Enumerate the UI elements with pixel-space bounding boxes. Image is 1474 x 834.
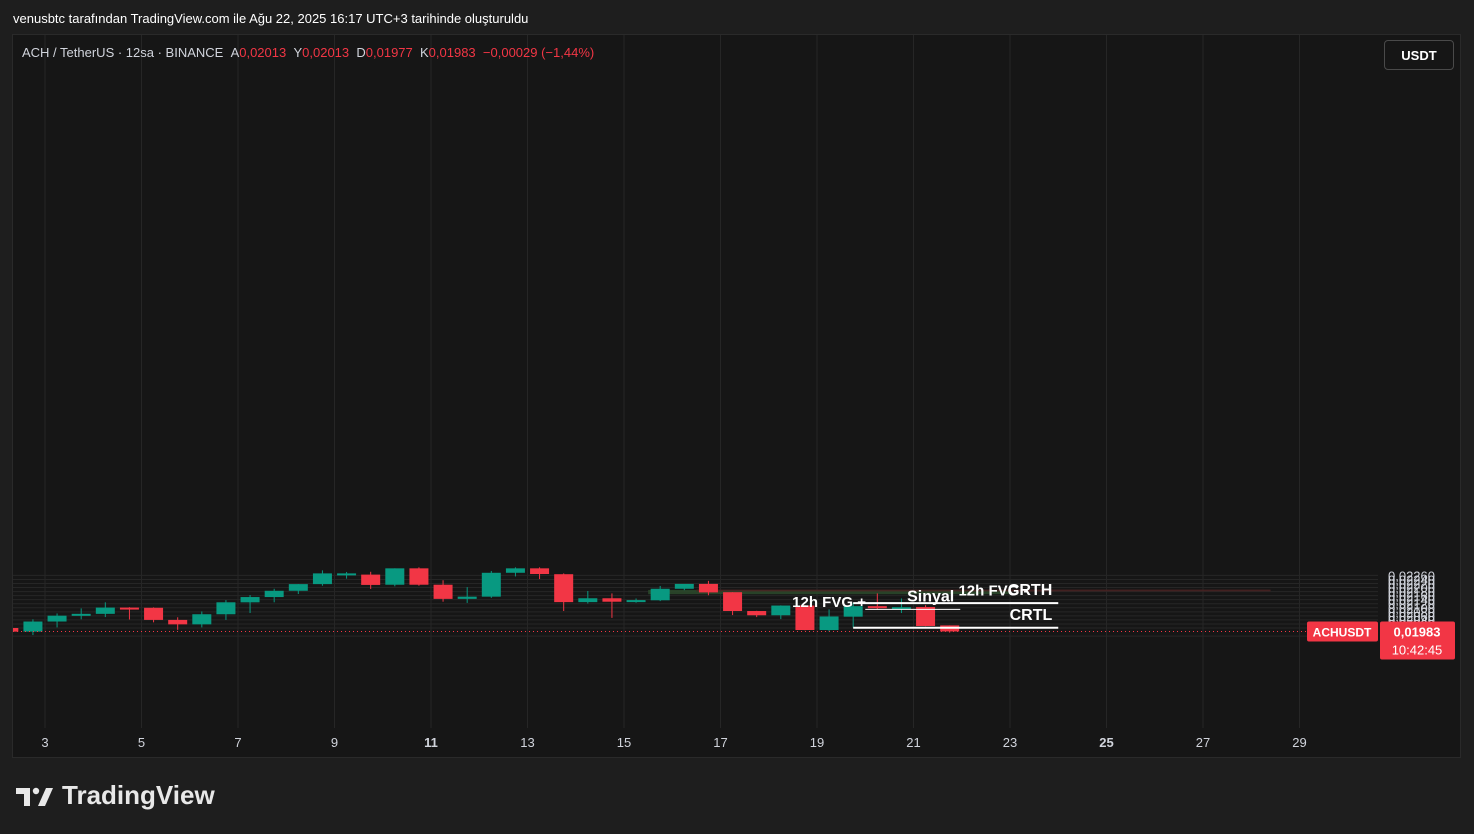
candle-up [481,572,501,597]
symbol-name: ACH / TetherUS · 12sa · BINANCE [22,45,224,60]
candle-up [771,605,791,616]
candle-up [674,583,694,589]
tradingview-logo-icon [16,787,53,806]
candle-down [530,568,550,574]
y-tick-label: 0,02240 [1388,572,1435,587]
y-tick-label: 0,02120 [1388,597,1435,612]
currency-button[interactable]: USDT [1384,40,1454,70]
candle-down [168,619,188,625]
price-badge-countdown: 10:42:45 [1392,642,1443,657]
x-tick-label: 15 [617,735,631,750]
price-badge [1380,621,1455,660]
candle-up [240,597,260,603]
plot-area: 12h FVG + 12h FVG -CRTH Sinyal CRTL [13,567,1271,636]
candle-down [554,574,574,603]
candle-down [916,606,936,626]
x-tick-label: 5 [138,735,145,750]
y-tick-label: 0,02080 [1388,605,1435,620]
x-tick-label: 9 [331,735,338,750]
candle-up [192,614,212,625]
x-tick-label: 29 [1292,735,1306,750]
candle-up [457,596,477,599]
candle-down [795,605,815,631]
high-value: 0,02013 [302,45,350,60]
close-value: 0,01983 [428,45,476,60]
x-tick-label: 25 [1099,735,1113,750]
x-tick-label: 23 [1003,735,1017,750]
x-tick-label: 17 [713,735,727,750]
x-tick-label: 27 [1196,735,1210,750]
candle-down [119,607,139,610]
y-tick-label: 0,02220 [1388,577,1435,592]
level-label: Sinyal [907,588,954,605]
fvg-zone [696,589,1271,592]
symbol-legend: ACH / TetherUS · 12sa · BINANCE A0,02013… [22,45,594,60]
tradingview-logo[interactable]: TradingView [16,780,215,811]
level-label: CRTH [1008,582,1052,599]
candle-up [23,621,43,632]
fvg-label: 12h FVG - [958,582,1028,599]
ticker-badge-label: ACHUSDT [1313,625,1372,639]
candle-down [13,628,19,632]
candle-up [337,573,357,576]
x-tick-label: 19 [810,735,824,750]
candle-down [747,611,767,616]
y-tick-label: 0,02100 [1388,601,1435,616]
fvg-zone [648,589,1010,595]
candle-down [433,584,453,599]
x-tick-label: 3 [41,735,48,750]
candle-up [264,590,284,598]
y-tick-label: 0,02180 [1388,585,1435,600]
x-tick-label: 21 [906,735,920,750]
price-badge-value: 0,01983 [1394,624,1441,639]
level-label: CRTL [1010,607,1053,624]
candle-up [626,600,646,603]
open-value: 0,02013 [239,45,287,60]
chart-panel[interactable] [12,34,1461,758]
x-tick-label: 7 [234,735,241,750]
candle-up [843,606,863,617]
candle-up [71,613,91,616]
y-tick-label: 0,02140 [1388,593,1435,608]
candle-up [288,584,308,591]
candle-up [650,588,670,601]
candle-up [578,598,598,603]
candle-down [361,574,381,585]
brand-name: TradingView [62,780,215,810]
y-tick-label: 0,02260 [1388,568,1435,583]
candle-up [819,616,839,631]
candle-down [698,583,718,593]
x-tick-label: 13 [520,735,534,750]
close-label: K [420,45,429,60]
candle-down [409,568,429,585]
candle-up [312,573,332,585]
fvg-label: 12h FVG + [792,594,866,611]
ticker-badge [1307,621,1378,642]
y-tick-label: 0,02060 [1388,609,1435,624]
candle-up [95,607,115,614]
y-tick-label: 0,02200 [1388,581,1435,596]
candle-up [385,568,405,585]
candle-down [723,592,743,612]
x-tick-label: 11 [424,735,438,750]
open-label: A [230,45,240,60]
candle-down [867,606,887,609]
high-label: Y [293,45,303,60]
candle-up [505,568,525,573]
low-value: 0,01977 [365,45,413,60]
candle-down [602,598,622,602]
candle-up [47,615,67,622]
change-value: −0,00029 (−1,44%) [482,45,595,60]
low-label: D [356,45,366,60]
candle-up [891,607,911,610]
y-tick-label: 0,02160 [1388,589,1435,604]
candle-down [144,607,164,620]
chart-credit: venusbtc tarafından TradingView.com ile … [13,11,529,26]
candle-up [216,602,236,615]
